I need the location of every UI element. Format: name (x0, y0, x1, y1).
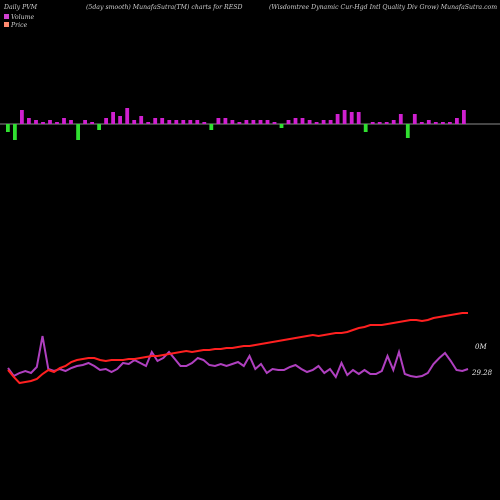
volume-bar (188, 120, 193, 124)
volume-bar (146, 122, 151, 124)
volume-bar (209, 124, 214, 130)
volume-bar (279, 124, 284, 128)
volume-bar (55, 122, 59, 124)
volume-bar (356, 112, 361, 124)
volume-bar (405, 124, 410, 138)
volume-bar (104, 118, 108, 124)
volume-bar (455, 118, 459, 124)
volume-bar (76, 124, 80, 140)
volume-bar (398, 114, 403, 124)
volume-bar (230, 120, 235, 124)
volume-bar (160, 118, 165, 124)
volume-bar (314, 122, 319, 124)
company-title: (Wisdomtree Dynamic Cur-Hgd Intl Quality… (269, 4, 497, 11)
volume-bar (237, 122, 242, 124)
volume-bar (441, 122, 445, 124)
volume-bar (111, 112, 115, 124)
chart-smoothing-label: (5day smooth) MunafaSutra(TM) charts for… (86, 4, 242, 11)
volume-bar (328, 120, 333, 124)
volume-bar (83, 120, 87, 124)
volume-bar (462, 110, 466, 124)
volume-legend-swatch (4, 14, 9, 19)
volume-bar (90, 122, 94, 124)
volume-bar (272, 122, 277, 124)
volume-bar (20, 110, 24, 124)
volume-bar (342, 110, 347, 124)
volume-bar (448, 122, 452, 124)
volume-bar (244, 120, 249, 124)
volume-bar (426, 120, 431, 124)
volume-bar (153, 118, 158, 124)
volume-bar (139, 116, 144, 124)
volume-bar (202, 122, 207, 124)
chart-type-label: Daily PVM (3, 4, 38, 11)
volume-bar (251, 120, 256, 124)
volume-bar (412, 114, 417, 124)
volume-bar (300, 118, 305, 124)
volume-bar (125, 108, 130, 124)
volume-bar (307, 120, 312, 124)
volume-bar (97, 124, 101, 130)
volume-bar (48, 120, 52, 124)
volume-bar (265, 120, 270, 124)
volume-bar (419, 122, 424, 124)
volume-bar (223, 118, 228, 124)
volume-bar (132, 120, 137, 124)
price-value-label: 29.28 (471, 369, 493, 377)
volume-bar (181, 120, 186, 124)
volume-bar (69, 120, 73, 124)
volume-bar (216, 118, 221, 124)
volume-bar (258, 120, 263, 124)
volume-bars (6, 108, 466, 140)
volume-bar (27, 118, 31, 124)
price-line (7, 312, 468, 385)
volume-bar (377, 122, 382, 124)
volume-bar (293, 118, 298, 124)
volume-bar (335, 114, 340, 124)
volume-bar (34, 120, 38, 124)
volume-bar (6, 124, 10, 132)
price-legend-label: Price (10, 22, 28, 29)
volume-bar (370, 122, 375, 124)
volume-bar (363, 124, 368, 132)
volume-bar (349, 112, 354, 124)
volume-bar (174, 120, 179, 124)
volume-bar (321, 120, 326, 124)
volume-bar (433, 122, 438, 124)
volume-value-label: 0M (475, 343, 487, 351)
volume-bar (167, 120, 172, 124)
price-legend-swatch (4, 22, 9, 27)
volume-bar (195, 120, 200, 124)
volume-line (7, 335, 469, 380)
volume-bar (391, 120, 396, 124)
volume-bar (286, 120, 291, 124)
volume-bar (118, 116, 122, 124)
volume-bar (13, 124, 17, 140)
volume-bar (62, 118, 66, 124)
volume-bar (41, 122, 45, 124)
volume-legend-label: Volume (11, 14, 34, 21)
volume-bar (384, 122, 389, 124)
